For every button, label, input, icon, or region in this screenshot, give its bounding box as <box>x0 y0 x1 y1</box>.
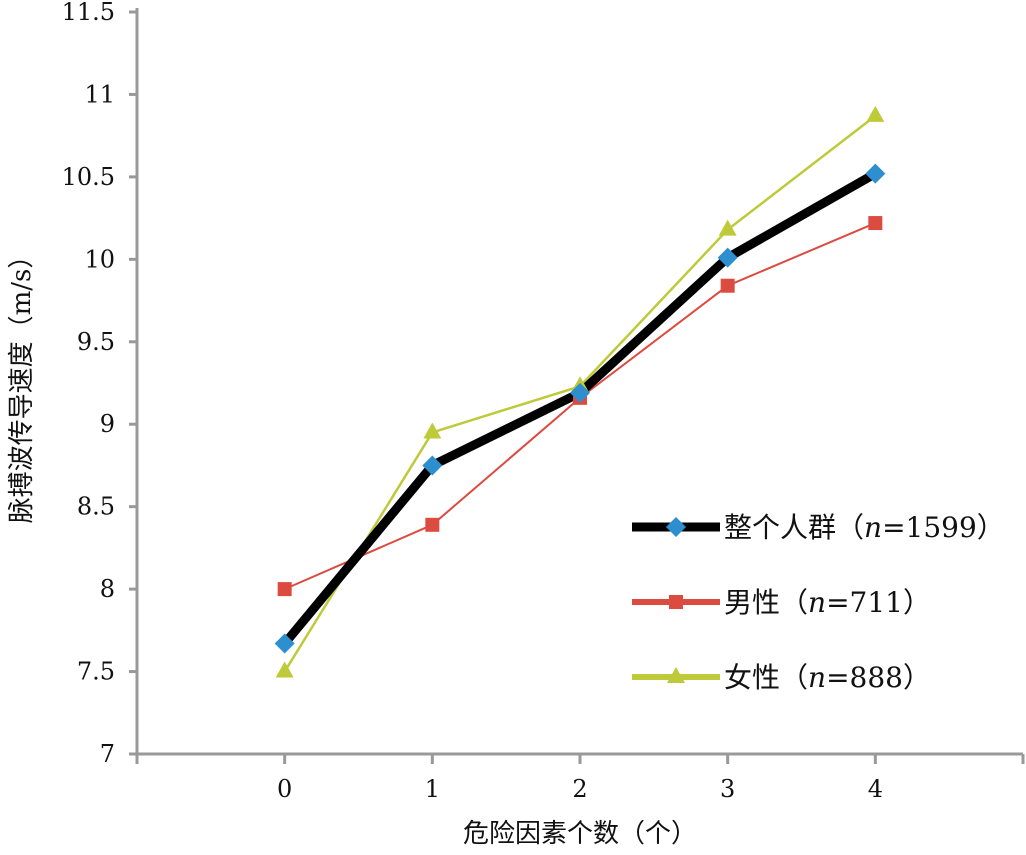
legend-label: 女性（n=888） <box>724 661 931 694</box>
y-tick-label: 11 <box>84 80 115 108</box>
series-line <box>281 169 878 647</box>
legend: 整个人群（n=1599） 男性（n=711） 女性（n=888） <box>632 511 1005 694</box>
legend-marker <box>667 667 685 683</box>
x-tick-label: 2 <box>572 775 587 803</box>
data-point <box>275 661 294 678</box>
series-layer <box>274 105 886 678</box>
x-axis-label: 危险因素个数（个） <box>463 819 697 849</box>
legend-label: 整个人群（n=1599） <box>724 511 1005 544</box>
y-tick-label: 11.5 <box>62 0 115 26</box>
y-tick-label: 10.5 <box>62 163 115 191</box>
data-point <box>718 219 737 236</box>
data-point <box>717 247 738 268</box>
y-tick-label: 7.5 <box>77 658 115 686</box>
axes: 7 7.5 8 8.5 9 9.5 10 10.5 11 11.5 0 1 2 3 4 <box>62 0 1025 803</box>
x-tick-label: 3 <box>720 775 735 803</box>
legend-marker <box>666 517 686 537</box>
x-tick-label: 0 <box>277 775 292 803</box>
x-tick-label: 1 <box>425 775 440 803</box>
y-tick-label: 9 <box>100 410 115 438</box>
data-point <box>422 455 443 476</box>
data-point <box>720 278 735 293</box>
legend-marker <box>669 595 683 609</box>
y-tick-label: 7 <box>100 740 115 768</box>
data-point <box>423 422 442 439</box>
data-point <box>866 105 885 122</box>
y-tick-label: 8 <box>100 575 115 603</box>
data-point <box>425 517 440 532</box>
data-point <box>274 633 295 654</box>
data-point <box>868 216 883 231</box>
y-tick-label: 10 <box>84 245 115 273</box>
legend-label: 男性（n=711） <box>724 586 931 619</box>
y-tick-label: 8.5 <box>77 493 115 521</box>
y-axis-label: 脉搏波传导速度（m/s） <box>7 243 37 524</box>
data-point <box>277 582 292 597</box>
y-tick-label: 9.5 <box>77 328 115 356</box>
data-point <box>570 382 590 403</box>
data-point <box>865 163 886 184</box>
x-tick-label: 4 <box>868 775 883 803</box>
